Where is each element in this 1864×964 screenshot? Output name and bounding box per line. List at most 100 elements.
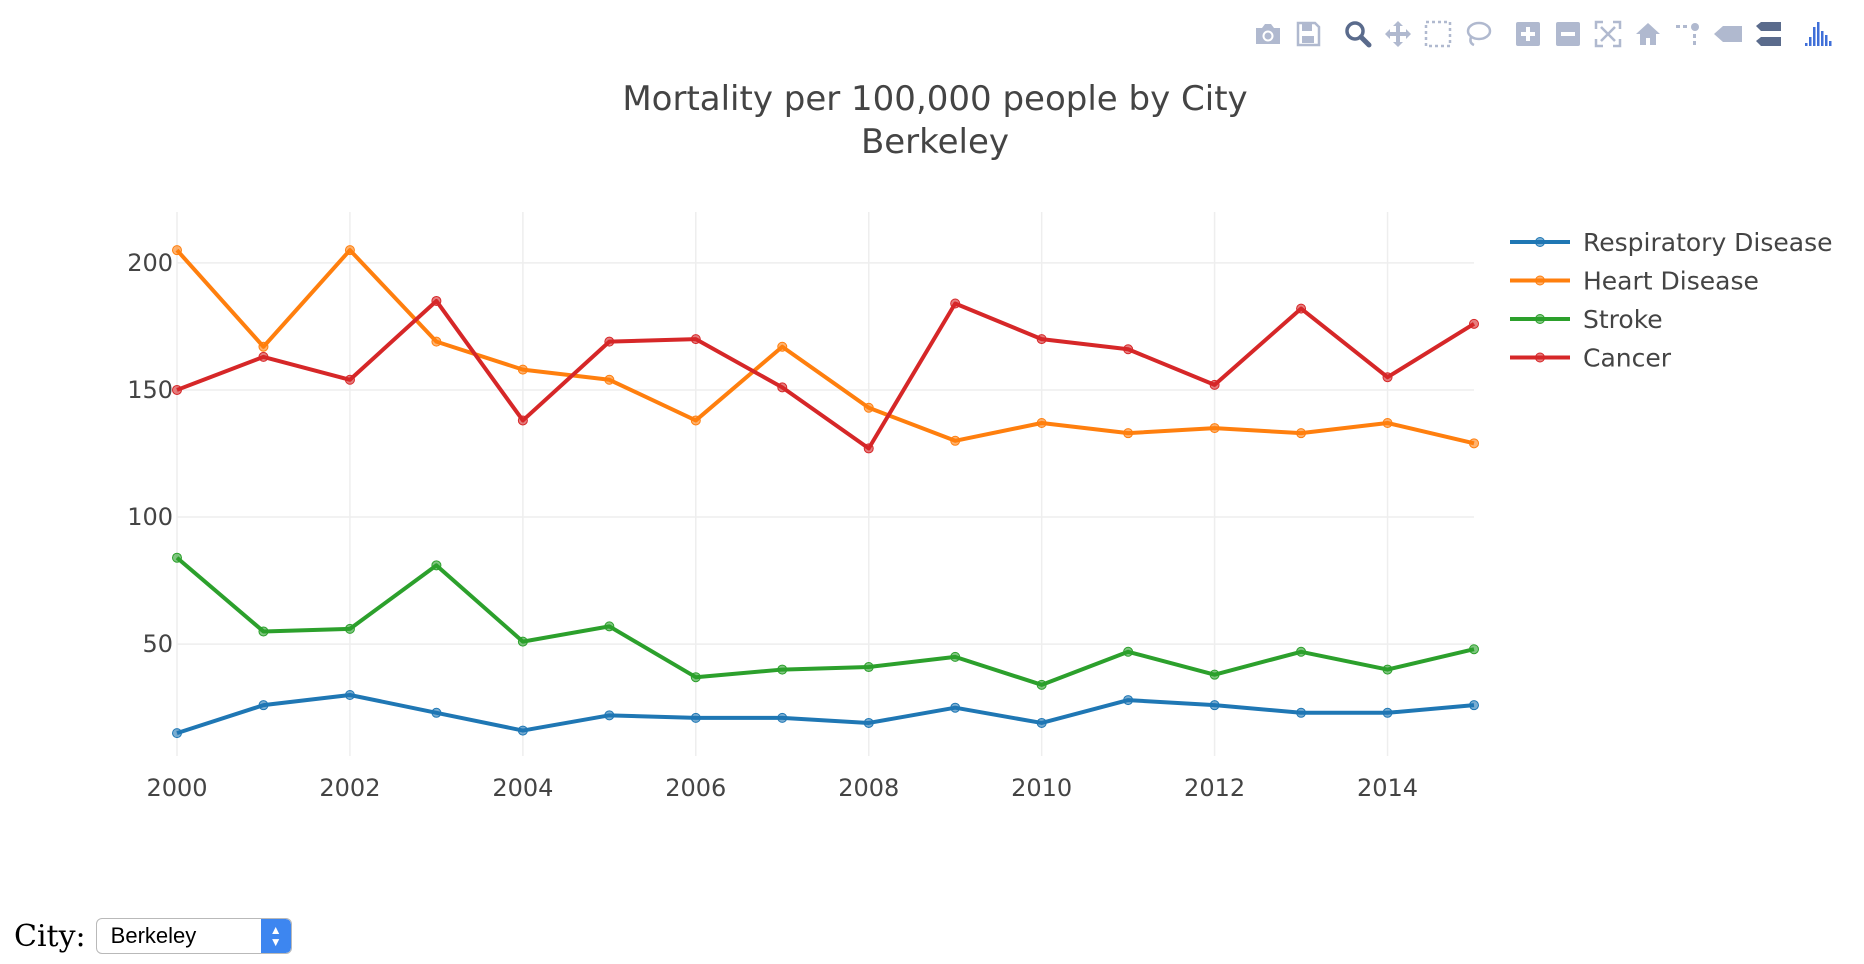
data-point[interactable]	[517, 415, 528, 426]
data-point[interactable]	[1123, 344, 1134, 355]
data-point[interactable]	[604, 374, 615, 385]
series-line	[175, 556, 1475, 687]
data-point[interactable]	[258, 626, 269, 637]
data-point[interactable]	[258, 341, 269, 352]
data-point[interactable]	[1209, 379, 1220, 390]
data-point[interactable]	[517, 364, 528, 375]
data-point[interactable]	[777, 382, 788, 393]
spike-lines-icon[interactable]	[1668, 14, 1708, 54]
data-point[interactable]	[431, 336, 442, 347]
legend-marker	[1535, 314, 1545, 324]
data-point[interactable]	[1296, 303, 1307, 314]
data-point[interactable]	[1123, 428, 1134, 439]
data-point[interactable]	[1209, 669, 1220, 680]
camera-icon[interactable]	[1248, 14, 1288, 54]
data-point[interactable]	[1209, 700, 1220, 711]
data-point[interactable]	[604, 621, 615, 632]
plotly-logo-icon[interactable]	[1798, 14, 1838, 54]
data-point[interactable]	[1036, 679, 1047, 690]
plot-area[interactable]	[172, 245, 1479, 739]
series-stroke[interactable]	[172, 552, 1479, 690]
data-point[interactable]	[1036, 334, 1047, 345]
data-point[interactable]	[690, 334, 701, 345]
data-point[interactable]	[431, 707, 442, 718]
city-select[interactable]: Berkeley ▲ ▼	[95, 918, 292, 954]
data-point[interactable]	[863, 662, 874, 673]
data-point[interactable]	[1036, 417, 1047, 428]
data-point[interactable]	[258, 351, 269, 362]
zoom-icon[interactable]	[1338, 14, 1378, 54]
pan-icon[interactable]	[1378, 14, 1418, 54]
data-point[interactable]	[863, 402, 874, 413]
data-point[interactable]	[950, 298, 961, 309]
legend-label: Cancer	[1583, 344, 1672, 373]
data-point[interactable]	[1469, 438, 1479, 449]
grid-lines	[176, 212, 1474, 756]
data-point[interactable]	[604, 710, 615, 721]
data-point[interactable]	[1382, 372, 1393, 383]
data-point[interactable]	[1123, 695, 1134, 706]
zoom-in-icon[interactable]	[1508, 14, 1548, 54]
lasso-select-icon[interactable]	[1458, 14, 1498, 54]
data-point[interactable]	[690, 415, 701, 426]
data-point[interactable]	[604, 336, 615, 347]
legend[interactable]: Respiratory Disease Heart Disease Stroke Ca…	[1510, 228, 1833, 373]
data-point[interactable]	[863, 717, 874, 728]
data-point[interactable]	[1036, 717, 1047, 728]
data-point[interactable]	[863, 443, 874, 454]
legend-label: Respiratory Disease	[1583, 228, 1833, 257]
data-point[interactable]	[1296, 707, 1307, 718]
box-select-icon[interactable]	[1418, 14, 1458, 54]
x-tick-label: 2006	[665, 774, 726, 802]
data-point[interactable]	[690, 672, 701, 683]
data-point[interactable]	[172, 728, 182, 739]
x-tick-label: 2002	[319, 774, 380, 802]
legend-item[interactable]: Heart Disease	[1510, 267, 1759, 296]
x-tick-label: 2014	[1357, 774, 1418, 802]
data-point[interactable]	[258, 700, 269, 711]
data-point[interactable]	[172, 552, 182, 563]
data-point[interactable]	[1382, 417, 1393, 428]
data-point[interactable]	[777, 341, 788, 352]
series-cancer[interactable]	[172, 295, 1479, 454]
data-point[interactable]	[1209, 423, 1220, 434]
data-point[interactable]	[777, 712, 788, 723]
data-point[interactable]	[172, 245, 182, 256]
data-point[interactable]	[777, 664, 788, 675]
data-point[interactable]	[1123, 646, 1134, 657]
data-point[interactable]	[1296, 646, 1307, 657]
legend-item[interactable]: Respiratory Disease	[1510, 228, 1833, 257]
hover-closest-icon[interactable]	[1708, 14, 1748, 54]
data-point[interactable]	[1469, 318, 1479, 329]
data-point[interactable]	[344, 245, 355, 256]
legend-marker	[1535, 237, 1545, 247]
data-point[interactable]	[1382, 707, 1393, 718]
data-point[interactable]	[1382, 664, 1393, 675]
legend-item[interactable]: Stroke	[1510, 305, 1663, 334]
data-point[interactable]	[690, 712, 701, 723]
legend-marker	[1535, 275, 1545, 286]
home-icon[interactable]	[1628, 14, 1668, 54]
autoscale-icon[interactable]	[1588, 14, 1628, 54]
data-point[interactable]	[1296, 428, 1307, 439]
data-point[interactable]	[1469, 644, 1479, 655]
data-point[interactable]	[344, 623, 355, 634]
hover-compare-icon[interactable]	[1748, 14, 1788, 54]
series-respiratory-disease[interactable]	[172, 689, 1479, 739]
data-point[interactable]	[950, 702, 961, 713]
legend-item[interactable]: Cancer	[1510, 344, 1672, 373]
data-point[interactable]	[431, 295, 442, 306]
series-heart-disease[interactable]	[172, 245, 1479, 449]
data-point[interactable]	[344, 374, 355, 385]
data-point[interactable]	[517, 636, 528, 647]
data-point[interactable]	[950, 651, 961, 662]
data-point[interactable]	[517, 725, 528, 736]
data-point[interactable]	[172, 384, 182, 395]
y-tick-label: 100	[127, 503, 173, 531]
data-point[interactable]	[431, 560, 442, 571]
zoom-out-icon[interactable]	[1548, 14, 1588, 54]
data-point[interactable]	[1469, 700, 1479, 711]
data-point[interactable]	[344, 689, 355, 700]
save-icon[interactable]	[1288, 14, 1328, 54]
data-point[interactable]	[950, 435, 961, 446]
